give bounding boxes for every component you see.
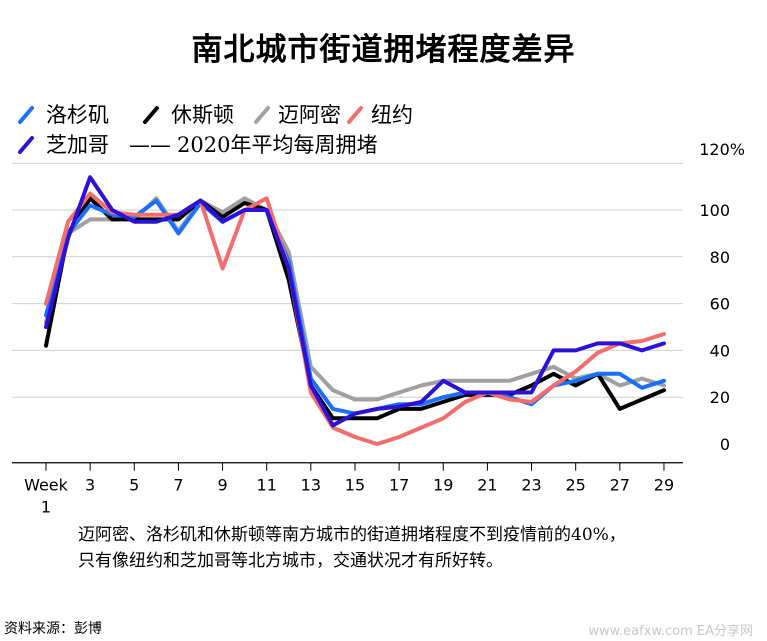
legend-item-houston: 休斯顿 — [139, 103, 234, 127]
x-tick-label-11: 11 — [257, 476, 277, 495]
legend-label-los-angeles: 洛杉矶 — [46, 103, 109, 127]
y-tick-label-120: 120% — [699, 140, 745, 159]
legend-item-miami: 迈阿密 — [250, 103, 341, 127]
chicago-swatch-icon — [14, 135, 40, 155]
legend-row-2: 芝加哥 —— 2020年平均每周拥堵 — [14, 130, 754, 160]
y-tick-label-40: 40 — [710, 341, 730, 360]
y-tick-label-20: 20 — [710, 388, 730, 407]
series-lines — [44, 175, 666, 446]
x-tick-label-3: 3 — [85, 476, 95, 495]
x-tick-label-29: 29 — [654, 476, 674, 495]
x-tick-label-13: 13 — [301, 476, 321, 495]
legend-item-chicago: 芝加哥 — [14, 133, 109, 157]
legend-row-1: 洛杉矶 休斯顿 迈阿密 纽约 — [14, 100, 754, 130]
x-tick-label-19: 19 — [433, 476, 453, 495]
series-line-los-angeles — [44, 198, 666, 416]
y-tick-label-80: 80 — [710, 248, 730, 267]
baseline-dash: —— — [129, 133, 171, 157]
legend-label-new-york: 纽约 — [371, 103, 413, 127]
grid-lines — [12, 162, 683, 398]
x-tick-label-1: Week — [24, 476, 69, 495]
y-tick-label-0: 0 — [720, 435, 730, 454]
x-tick-label-23: 23 — [521, 476, 541, 495]
x-tick-label-17: 17 — [389, 476, 409, 495]
x-tick-label-25: 25 — [566, 476, 586, 495]
chart-title: 南北城市街道拥堵程度差异 — [191, 32, 576, 68]
y-tick-label-100: 100 — [699, 201, 730, 220]
series-line-houston — [44, 196, 666, 421]
x-tick-label-1-line2: 1 — [41, 498, 51, 517]
watermark-text: www.eafxw.com EA分享网 — [588, 624, 753, 639]
legend-item-new-york: 纽约 — [347, 103, 413, 127]
baseline-note: 2020年平均每周拥堵 — [177, 133, 378, 157]
legend-label-miami: 迈阿密 — [278, 103, 341, 127]
x-tick-label-27: 27 — [610, 476, 630, 495]
miami-swatch-icon — [250, 105, 276, 125]
legend-label-houston: 休斯顿 — [171, 103, 234, 127]
source-note: 资料来源：彭博 — [4, 621, 102, 637]
y-tick-label-60: 60 — [710, 295, 730, 314]
los-angeles-swatch-icon — [14, 105, 40, 125]
series-line-miami — [44, 196, 666, 402]
x-tick-label-21: 21 — [477, 476, 497, 495]
caption-line-1: 迈阿密、洛杉矶和休斯顿等南方城市的街道拥堵程度不到疫情前的40%， — [78, 525, 626, 545]
chart-legend: 洛杉矶 休斯顿 迈阿密 纽约 芝加哥 —— 2020年平均每周拥堵 — [14, 100, 754, 160]
x-tick-label-7: 7 — [173, 476, 183, 495]
x-tick-label-5: 5 — [129, 476, 139, 495]
legend-item-los-angeles: 洛杉矶 — [14, 103, 109, 127]
chart-caption: 迈阿密、洛杉矶和休斯顿等南方城市的街道拥堵程度不到疫情前的40%， 只有像纽约和… — [78, 522, 748, 574]
series-line-chicago — [44, 175, 666, 428]
legend-label-chicago: 芝加哥 — [46, 133, 109, 157]
houston-swatch-icon — [139, 105, 165, 125]
new-york-swatch-icon — [343, 105, 369, 125]
caption-line-2: 只有像纽约和芝加哥等北方城市，交通状况才有所好转。 — [78, 551, 503, 571]
x-tick-label-15: 15 — [345, 476, 365, 495]
series-line-new-york — [44, 191, 666, 446]
x-tick-label-9: 9 — [217, 476, 227, 495]
